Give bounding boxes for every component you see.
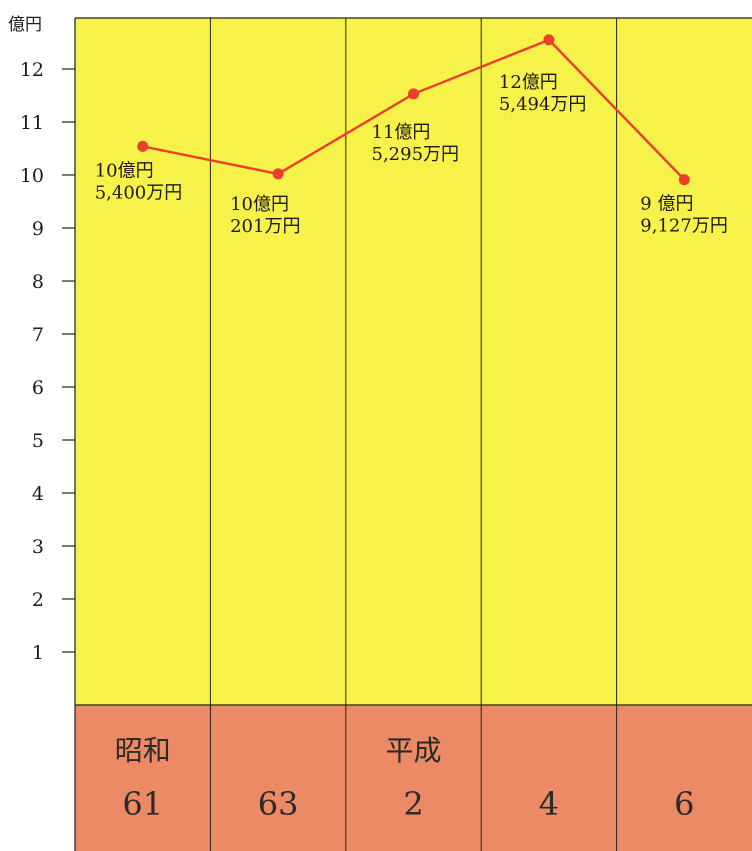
data-label: 12億円: [499, 72, 558, 93]
data-point: [408, 88, 419, 100]
data-label: 11億円: [372, 122, 431, 143]
data-point: [137, 140, 149, 152]
y-tick-label: 1: [32, 642, 44, 664]
data-labels: 10億円5,400万円10億円201万円11億円5,295万円12億円5,494…: [95, 72, 728, 237]
x-tick-label: 6: [674, 785, 694, 823]
y-tick-label: 3: [32, 536, 44, 558]
data-label: 9 億円: [640, 194, 693, 215]
y-tick-label: 10: [20, 165, 44, 187]
data-label: 5,295万円: [372, 144, 460, 165]
y-tick-label: 12: [20, 59, 44, 81]
series-markers: [137, 34, 690, 186]
category-labels: 昭和 61 63 平成 2 4 6: [115, 734, 695, 823]
y-tick-label: 11: [20, 112, 44, 134]
data-label: 5,494万円: [499, 94, 587, 115]
x-tick-label: 4: [539, 785, 559, 823]
data-point: [272, 168, 284, 180]
era-label: 平成: [385, 734, 441, 767]
y-tick-label: 4: [32, 483, 44, 505]
data-label: 10億円: [230, 194, 289, 215]
data-point: [678, 174, 690, 186]
y-tick-label: 6: [32, 377, 44, 399]
x-tick-label: 63: [258, 785, 299, 823]
data-label: 10億円: [95, 160, 154, 181]
category-band: [75, 705, 752, 851]
data-point: [543, 34, 555, 46]
data-label: 201万円: [230, 216, 300, 237]
y-tick-label: 5: [32, 430, 44, 452]
data-label: 9,127万円: [640, 216, 728, 237]
x-tick-label: 61: [122, 785, 163, 823]
y-tick-label: 8: [32, 271, 44, 293]
data-label: 5,400万円: [95, 182, 183, 203]
y-axis-unit-label: 億円: [8, 15, 42, 35]
era-label: 昭和: [115, 734, 171, 767]
x-tick-label: 2: [403, 785, 423, 823]
y-tick-label: 2: [32, 589, 44, 611]
y-tick-label: 9: [32, 218, 44, 240]
y-tick-label: 7: [32, 324, 44, 346]
column-dividers: [209, 18, 618, 851]
